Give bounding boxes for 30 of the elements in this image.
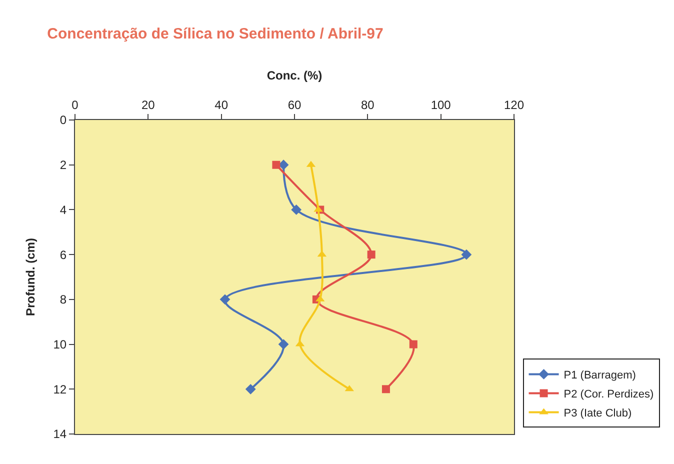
point (278, 339, 289, 350)
point (367, 250, 376, 259)
y-tick-label: 4 (60, 202, 67, 217)
chart-title: Concentração de Sílica no Sedimento / Abril-97 (47, 25, 384, 42)
point (291, 204, 302, 215)
y-axis-title: Profund. (cm) (24, 238, 38, 316)
y-tick-label: 0 (60, 113, 67, 128)
x-tick-label: 0 (72, 98, 79, 112)
y-tick-label: 6 (60, 248, 67, 262)
x-axis-title: Conc. (%) (266, 68, 322, 82)
x-tick-label: 120 (504, 98, 524, 112)
x-tick-label: 80 (360, 98, 375, 112)
y-tick-label: 2 (60, 158, 67, 172)
legend-label: P1 (Barragem) (564, 370, 636, 382)
point (409, 340, 418, 348)
x-tick-label: 100 (430, 98, 452, 112)
y-tick-label: 10 (53, 337, 67, 352)
x-tick-label: 40 (214, 98, 228, 112)
point (382, 385, 390, 394)
y-tick-label: 14 (53, 427, 67, 442)
point (245, 384, 256, 394)
point (461, 249, 472, 260)
point (272, 160, 280, 169)
x-tick-label: 20 (141, 98, 156, 112)
legend-label: P3 (Iate Club) (564, 408, 632, 420)
y-tick-label: 12 (53, 382, 67, 396)
point (220, 294, 230, 305)
x-tick-label: 60 (288, 98, 302, 112)
y-tick-label: 8 (60, 292, 67, 307)
legend-label: P2 (Cor. Perdizes) (564, 388, 654, 401)
